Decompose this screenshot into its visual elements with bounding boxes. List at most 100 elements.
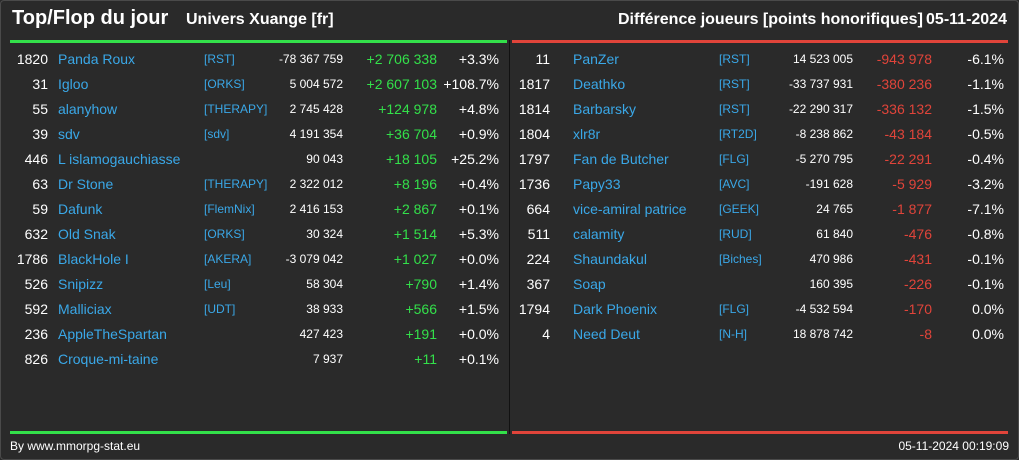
flop-accent-bar	[512, 40, 1008, 43]
player-points: -5 270 795	[795, 152, 853, 166]
player-name-link[interactable]: Fan de Butcher	[573, 151, 669, 167]
top-accent-bar-bottom	[10, 431, 507, 434]
points-diff: +2 706 338	[366, 51, 437, 67]
player-points: 61 840	[816, 227, 853, 241]
player-points: -8 238 862	[795, 127, 853, 141]
player-name-link[interactable]: sdv	[58, 126, 80, 142]
points-diff: +2 607 103	[366, 76, 437, 92]
alliance-tag-link[interactable]: [RUD]	[719, 227, 752, 241]
player-points: 7 937	[312, 352, 343, 366]
percent-change: +5.3%	[458, 226, 499, 242]
top-row: 526 Snipizz [Leu] 58 304 +790 +1.4%	[10, 272, 507, 297]
player-name-link[interactable]: BlackHole I	[58, 251, 129, 267]
points-diff: +18 105	[386, 151, 437, 167]
player-name-link[interactable]: xlr8r	[573, 126, 601, 142]
points-diff: -8	[919, 326, 932, 342]
player-name-link[interactable]: alanyhow	[58, 101, 118, 117]
player-name-link[interactable]: Shaundakul	[573, 251, 647, 267]
player-name-link[interactable]: Papy33	[573, 176, 621, 192]
flop-row: 1817 Deathko [RST] -33 737 931 -380 236 -1.1%	[512, 72, 1008, 97]
alliance-tag-link[interactable]: [FlemNix]	[204, 202, 255, 216]
flop-accent-bar-bottom	[512, 431, 1008, 434]
player-name-link[interactable]: Need Deut	[573, 326, 640, 342]
flop-row: 1794 Dark Phoenix [FLG] -4 532 594 -170 0.0%	[512, 297, 1008, 322]
player-name-link[interactable]: Croque-mi-taine	[58, 351, 159, 367]
alliance-tag-link[interactable]: [RST]	[719, 102, 750, 116]
alliance-tag-link[interactable]: [sdv]	[204, 127, 230, 141]
percent-change: +3.3%	[458, 51, 499, 67]
top-row: 826 Croque-mi-taine 7 937 +11 +0.1%	[10, 347, 507, 372]
alliance-tag-link[interactable]: [AVC]	[719, 177, 750, 191]
player-rank: 236	[24, 326, 48, 342]
alliance-tag-link[interactable]: [RST]	[719, 52, 750, 66]
top-row: 1820 Panda Roux [RST] -78 367 759 +2 706 338…	[10, 47, 507, 72]
alliance-tag-link[interactable]: [FLG]	[719, 302, 750, 316]
player-rank: 63	[32, 176, 48, 192]
player-name-link[interactable]: Dark Phoenix	[573, 301, 658, 317]
top-row: 632 Old Snak [ORKS] 30 324 +1 514 +5.3%	[10, 222, 507, 247]
alliance-tag-link[interactable]: [Biches]	[719, 252, 762, 266]
percent-change: 0.0%	[972, 301, 1004, 317]
alliance-tag-link[interactable]: [THERAPY]	[204, 102, 268, 116]
player-name-link[interactable]: Dr Stone	[58, 176, 114, 192]
player-points: -4 532 594	[795, 302, 853, 316]
player-rank: 446	[24, 151, 48, 167]
player-points: 2 416 153	[289, 202, 343, 216]
player-name-link[interactable]: Barbarsky	[573, 101, 637, 117]
top-row: 39 sdv [sdv] 4 191 354 +36 704 +0.9%	[10, 122, 507, 147]
points-diff: +191	[405, 326, 437, 342]
player-points: 14 523 005	[792, 52, 853, 66]
alliance-tag-link[interactable]: [RT2D]	[719, 127, 757, 141]
percent-change: +1.5%	[458, 301, 499, 317]
alliance-tag-link[interactable]: [ORKS]	[204, 227, 245, 241]
alliance-tag-link[interactable]: [UDT]	[204, 302, 236, 316]
player-points: -3 079 042	[285, 252, 343, 266]
alliance-tag-link[interactable]: [FLG]	[719, 152, 750, 166]
alliance-tag-link[interactable]: [ORKS]	[204, 77, 245, 91]
player-name-link[interactable]: Dafunk	[58, 201, 103, 217]
player-name-link[interactable]: vice-amiral patrice	[573, 201, 687, 217]
points-diff: -1 877	[892, 201, 932, 217]
player-name-link[interactable]: Snipizz	[58, 276, 104, 292]
player-points: 24 765	[816, 202, 853, 216]
player-name-link[interactable]: Malliciax	[58, 301, 112, 317]
flop-row: 4 Need Deut [N-H] 18 878 742 -8 0.0%	[512, 322, 1008, 347]
flop-row: 1804 xlr8r [RT2D] -8 238 862 -43 184 -0.5%	[512, 122, 1008, 147]
player-rank: 511	[527, 226, 550, 242]
player-name-link[interactable]: PanZer	[573, 51, 619, 67]
alliance-tag-link[interactable]: [Leu]	[204, 277, 231, 291]
points-diff: -943 978	[876, 51, 932, 67]
player-rank: 526	[24, 276, 48, 292]
alliance-tag-link[interactable]: [RST]	[719, 77, 750, 91]
alliance-tag-link[interactable]: [GEEK]	[719, 202, 760, 216]
player-name-link[interactable]: AppleTheSpartan	[58, 326, 167, 342]
footer-credit[interactable]: By www.mmorpg-stat.eu	[10, 439, 141, 453]
alliance-tag-link[interactable]: [N-H]	[719, 327, 747, 341]
points-diff: +124 978	[378, 101, 437, 117]
percent-change: -0.1%	[967, 251, 1004, 267]
percent-change: -1.1%	[967, 76, 1004, 92]
player-name-link[interactable]: calamity	[573, 226, 625, 242]
points-diff: -22 291	[884, 151, 932, 167]
points-diff: -336 132	[876, 101, 932, 117]
player-rank: 59	[32, 201, 48, 217]
player-rank: 4	[542, 326, 550, 342]
player-name-link[interactable]: Panda Roux	[58, 51, 136, 67]
points-diff: +1 514	[393, 226, 437, 242]
player-rank: 664	[526, 201, 550, 217]
player-name-link[interactable]: Old Snak	[58, 226, 116, 242]
player-points: 18 878 742	[792, 327, 853, 341]
alliance-tag-link[interactable]: [RST]	[204, 52, 235, 66]
flop-row: 367 Soap 160 395 -226 -0.1%	[512, 272, 1008, 297]
player-points: 90 043	[306, 152, 343, 166]
player-name-link[interactable]: L islamogauchiasse	[58, 151, 181, 167]
player-name-link[interactable]: Deathko	[573, 76, 626, 92]
top-row: 1786 BlackHole I [AKERA] -3 079 042 +1 027 +0…	[10, 247, 507, 272]
alliance-tag-link[interactable]: [AKERA]	[204, 252, 252, 266]
player-points: -78 367 759	[278, 52, 343, 66]
player-name-link[interactable]: Soap	[573, 276, 606, 292]
player-name-link[interactable]: Igloo	[58, 76, 89, 92]
alliance-tag-link[interactable]: [THERAPY]	[204, 177, 268, 191]
player-rank: 1797	[518, 151, 550, 167]
player-rank: 11	[535, 51, 550, 67]
